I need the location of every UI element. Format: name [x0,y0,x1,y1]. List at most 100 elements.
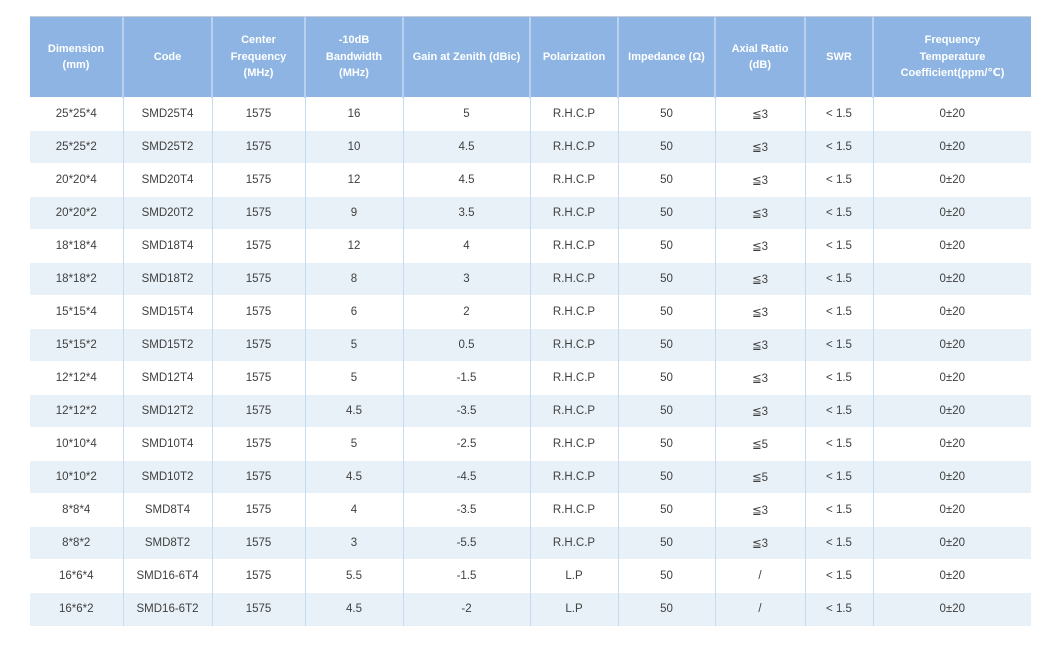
table-row: 12*12*4 SMD12T4 1575 5 -1.5 R.H.C.P 50 ≦3 < 1.5 0… [30,361,1031,395]
table-cell-impedance: 50 [617,460,715,494]
table-cell-center-frequency: 1575 [211,163,305,197]
table-cell-polarization: R.H.C.P [529,493,618,527]
table-cell-swr: < 1.5 [804,196,873,230]
table-cell-impedance: 50 [617,130,715,164]
table-cell-code: SMD15T4 [122,295,212,329]
table-row: 16*6*2 SMD16-6T2 1575 4.5 -2 L.P 50/< 1.5 0±20 [30,592,1031,626]
table-cell-axial-ratio: ≦3 [714,295,805,329]
table-cell-freq-temp-coefficient: 0±20 [872,262,1031,296]
table-cell-code: SMD12T4 [122,361,212,395]
table-cell-gain-at-zenith: -5.5 [402,526,530,560]
table-cell-bandwidth: 4 [304,493,403,527]
table-cell-swr: < 1.5 [804,295,873,329]
table-header: Dimension (mm) Code Center Frequency (MHz)… [30,16,1031,98]
column-header-center-frequency: Center Frequency (MHz) [211,16,305,98]
table-cell-bandwidth: 16 [304,97,403,131]
table-cell-bandwidth: 6 [304,295,403,329]
table-cell-code: SMD15T2 [122,328,212,362]
table-cell-dimension: 15*15*4 [55,306,97,318]
table-cell-center-frequency: 1575 [211,229,305,263]
table-cell-center-frequency: 1575 [211,97,305,131]
column-header-polarization: Polarization [529,16,618,98]
table-cell-dimension: 8*8*2 [62,537,91,549]
table-cell-bandwidth: 3 [304,526,403,560]
table-cell-gain-at-zenith: 5 [402,97,530,131]
table-cell-freq-temp-coefficient: 0±20 [872,163,1031,197]
table-cell-center-frequency: 1575 [211,361,305,395]
table-cell-code: SMD20T2 [122,196,212,230]
table-cell-swr: < 1.5 [804,262,873,296]
table-cell-impedance: 50 [617,361,715,395]
table-cell-bandwidth: 8 [304,262,403,296]
column-header-gain-at-zenith: Gain at Zenith (dBic) [402,16,530,98]
table-cell-impedance: 50 [617,262,715,296]
table-cell-swr: < 1.5 [804,328,873,362]
table-cell-swr: < 1.5 [804,394,873,428]
table-row: 8*8*4 SMD8T4 1575 4 -3.5 R.H.C.P 50 ≦3 < 1.5 0±20 [30,493,1031,527]
table-row: 10*10*2 SMD10T2 1575 4.5 -4.5 R.H.C.P 50 ≦5 < 1.… [30,460,1031,494]
table-cell-axial-ratio: ≦3 [714,394,805,428]
table-cell-code: SMD18T2 [122,262,212,296]
table-cell-axial-ratio: ≦3 [714,262,805,296]
table-cell-impedance: 50 [617,559,715,593]
table-cell-impedance: 50 [617,328,715,362]
table-cell-polarization: R.H.C.P [529,460,618,494]
table-cell-freq-temp-coefficient: 0±20 [872,97,1031,131]
table-row: 10*10*4 SMD10T4 1575 5 -2.5 R.H.C.P 50 ≦5 < 1.5 0… [30,427,1031,461]
table-cell-code: SMD25T2 [122,130,212,164]
table-cell-gain-at-zenith: -1.5 [402,559,530,593]
table-cell-center-frequency: 1575 [211,493,305,527]
table-cell-axial-ratio: / [714,592,805,626]
table-cell-axial-ratio: ≦3 [714,493,805,527]
table-cell-swr: < 1.5 [804,427,873,461]
table-cell-polarization: R.H.C.P [529,526,618,560]
table-cell-code: SMD16-6T4 [122,559,212,593]
table-row: 18*18*4 SMD18T4 1575 12 4 R.H.C.P 50 ≦3 < 1.5 0±2… [30,229,1031,263]
column-header-code: Code [122,16,212,98]
table-cell-axial-ratio: ≦5 [714,427,805,461]
table-cell-bandwidth: 12 [304,229,403,263]
table-cell-polarization: R.H.C.P [529,163,618,197]
table-cell-freq-temp-coefficient: 0±20 [872,361,1031,395]
table-cell-dimension: 16*6*2 [58,603,94,616]
table-cell-code: SMD12T2 [122,394,212,428]
table-cell-swr: < 1.5 [804,592,873,626]
table-cell-polarization: R.H.C.P [529,361,618,395]
column-header-axial-ratio: Axial Ratio (dB) [714,16,805,98]
antenna-spec-table-container: Dimension (mm) Code Center Frequency (MHz)… [30,16,1031,626]
table-cell-swr: < 1.5 [804,460,873,494]
table-cell-freq-temp-coefficient: 0±20 [872,328,1031,362]
table-cell-impedance: 50 [617,196,715,230]
table-cell-swr: < 1.5 [804,163,873,197]
table-cell-bandwidth: 5 [304,427,403,461]
table-cell-gain-at-zenith: 2 [402,295,530,329]
table-cell-swr: < 1.5 [804,361,873,395]
table-body: 25*25*4 SMD25T4 1575 16 5 R.H.C.P 50 ≦3 < 1.5 0±2… [30,97,1031,626]
table-cell-polarization: L.P [529,559,618,593]
column-header-swr: SWR [804,16,873,98]
table-cell-polarization: L.P [529,592,618,626]
table-cell-code: SMD8T4 [122,493,212,527]
table-cell-gain-at-zenith: 4.5 [402,130,530,164]
table-cell-gain-at-zenith: -3.5 [402,394,530,428]
table-cell-dimension: 8*8*4 [62,504,91,516]
table-cell-polarization: R.H.C.P [529,427,618,461]
table-cell-axial-ratio: ≦3 [714,196,805,230]
table-row: 12*12*2 SMD12T2 1575 4.5 -3.5 R.H.C.P 50 ≦3 < 1.… [30,394,1031,428]
table-cell-polarization: R.H.C.P [529,196,618,230]
table-cell-freq-temp-coefficient: 0±20 [872,427,1031,461]
column-header-bandwidth: -10dB Bandwidth (MHz) [304,16,403,98]
table-cell-dimension: 15*15*2 [55,339,97,351]
table-cell-dimension: 20*20*2 [55,207,97,219]
table-cell-freq-temp-coefficient: 0±20 [872,394,1031,428]
table-cell-polarization: R.H.C.P [529,328,618,362]
table-cell-freq-temp-coefficient: 0±20 [872,130,1031,164]
table-cell-impedance: 50 [617,295,715,329]
table-cell-axial-ratio: ≦3 [714,361,805,395]
table-cell-center-frequency: 1575 [211,427,305,461]
table-cell-freq-temp-coefficient: 0±20 [872,592,1031,626]
table-cell-code: SMD16-6T2 [122,592,212,626]
table-cell-axial-ratio: ≦3 [714,328,805,362]
table-row: 20*20*2 SMD20T2 1575 9 3.5 R.H.C.P 50 ≦3 < 1.5 0±… [30,196,1031,230]
table-row: 20*20*4 SMD20T4 1575 12 4.5 R.H.C.P 50 ≦3 < 1.5 0… [30,163,1031,197]
